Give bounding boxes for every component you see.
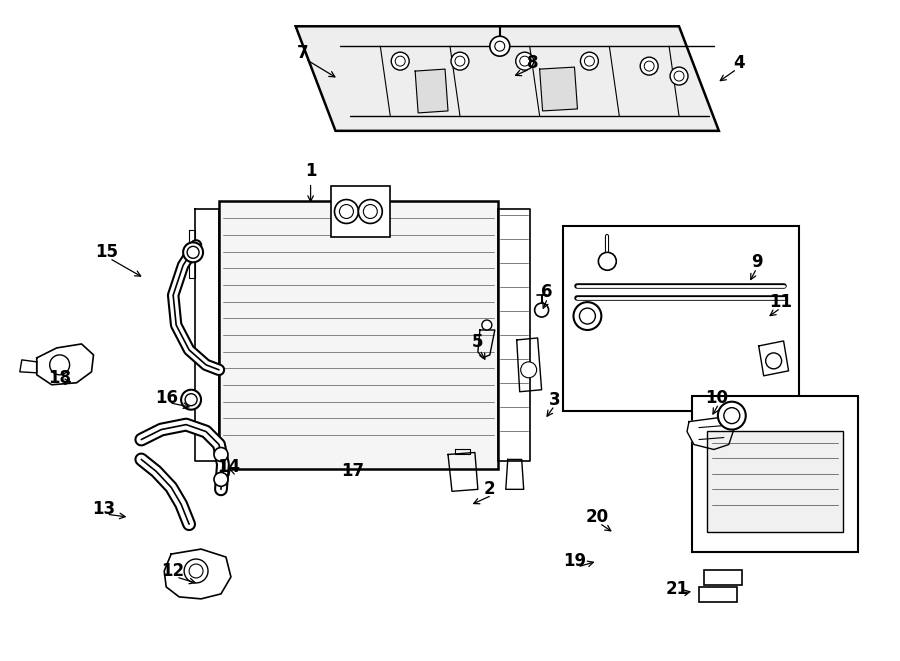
Circle shape xyxy=(358,200,382,223)
Polygon shape xyxy=(189,260,195,278)
Polygon shape xyxy=(415,69,448,113)
Circle shape xyxy=(516,52,534,70)
Circle shape xyxy=(335,200,358,223)
Text: 17: 17 xyxy=(341,463,364,481)
Bar xyxy=(699,587,737,602)
Text: 7: 7 xyxy=(297,44,309,62)
Circle shape xyxy=(214,447,228,461)
Text: 4: 4 xyxy=(733,54,744,72)
Text: 20: 20 xyxy=(586,508,609,526)
Circle shape xyxy=(580,52,598,70)
Circle shape xyxy=(50,355,69,375)
Text: 16: 16 xyxy=(155,389,177,407)
Circle shape xyxy=(535,303,549,317)
Polygon shape xyxy=(506,459,524,489)
Circle shape xyxy=(455,56,465,66)
Text: 18: 18 xyxy=(48,369,71,387)
Circle shape xyxy=(490,36,509,56)
Circle shape xyxy=(495,41,505,51)
Polygon shape xyxy=(164,549,231,599)
Circle shape xyxy=(189,564,203,578)
Circle shape xyxy=(181,390,201,410)
Text: 14: 14 xyxy=(218,459,240,477)
Text: 19: 19 xyxy=(562,552,586,570)
Bar xyxy=(330,186,391,237)
Circle shape xyxy=(640,57,658,75)
Circle shape xyxy=(214,473,228,486)
Bar xyxy=(562,227,798,410)
Text: 9: 9 xyxy=(751,253,762,271)
Circle shape xyxy=(718,402,746,430)
Circle shape xyxy=(674,71,684,81)
Bar xyxy=(706,430,843,532)
Polygon shape xyxy=(759,341,788,376)
Bar xyxy=(692,396,859,552)
Circle shape xyxy=(184,559,208,583)
Polygon shape xyxy=(195,208,219,461)
Polygon shape xyxy=(448,453,478,491)
Circle shape xyxy=(644,61,654,71)
Text: 1: 1 xyxy=(305,162,316,180)
Polygon shape xyxy=(540,67,578,111)
Text: 11: 11 xyxy=(770,293,792,311)
Polygon shape xyxy=(20,360,37,373)
Text: 10: 10 xyxy=(706,389,728,407)
Circle shape xyxy=(339,204,354,219)
Polygon shape xyxy=(296,26,719,131)
Polygon shape xyxy=(687,418,734,449)
Circle shape xyxy=(482,320,491,330)
Circle shape xyxy=(392,52,410,70)
Text: 3: 3 xyxy=(549,391,561,408)
Polygon shape xyxy=(37,344,94,385)
Text: 15: 15 xyxy=(94,243,118,261)
Text: 21: 21 xyxy=(665,580,688,598)
Circle shape xyxy=(183,243,203,262)
Text: 12: 12 xyxy=(162,562,184,580)
Text: 8: 8 xyxy=(526,54,538,72)
Circle shape xyxy=(187,247,199,258)
Circle shape xyxy=(724,408,740,424)
Circle shape xyxy=(519,56,530,66)
Circle shape xyxy=(766,353,781,369)
Polygon shape xyxy=(498,208,530,461)
Circle shape xyxy=(584,56,594,66)
Circle shape xyxy=(573,302,601,330)
Circle shape xyxy=(580,308,596,324)
Polygon shape xyxy=(455,449,470,455)
Polygon shape xyxy=(517,338,542,392)
Bar xyxy=(219,200,498,469)
Bar xyxy=(704,570,742,585)
Polygon shape xyxy=(478,330,495,358)
Circle shape xyxy=(451,52,469,70)
Circle shape xyxy=(395,56,405,66)
Circle shape xyxy=(185,394,197,406)
Text: 5: 5 xyxy=(472,333,483,351)
Text: 13: 13 xyxy=(92,500,115,518)
Circle shape xyxy=(521,362,536,378)
Circle shape xyxy=(364,204,377,219)
Circle shape xyxy=(598,253,616,270)
Text: 6: 6 xyxy=(541,283,553,301)
Circle shape xyxy=(670,67,688,85)
Text: 2: 2 xyxy=(484,481,496,498)
Polygon shape xyxy=(189,231,195,249)
